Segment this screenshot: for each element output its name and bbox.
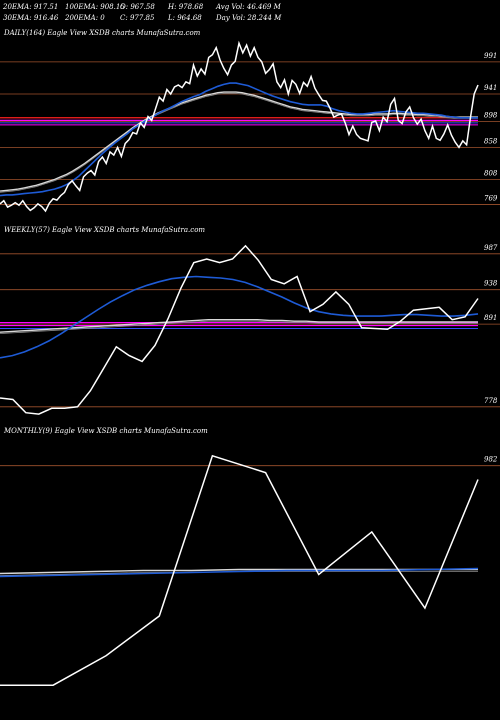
daily-ema-fast-line bbox=[0, 82, 478, 197]
monthly-panel-title: MONTHLY(9) Eagle View XSDB charts Munafa… bbox=[4, 427, 208, 435]
daily-level-label-1: 941 bbox=[484, 84, 497, 92]
header-high: H: 978.68 bbox=[168, 3, 204, 11]
header-close: C: 977.85 bbox=[120, 14, 155, 22]
header-ema100: 100EMA: 908.15 bbox=[65, 3, 125, 11]
monthly-price-line bbox=[0, 454, 479, 686]
weekly-panel-title: WEEKLY(57) Eagle View XSDB charts Munafa… bbox=[4, 226, 206, 234]
weekly-ema-fast-line bbox=[0, 275, 479, 359]
weekly-level-label-0: 987 bbox=[484, 244, 498, 252]
daily-level-label-0: 991 bbox=[484, 52, 497, 60]
weekly-level-label-1: 938 bbox=[484, 280, 498, 288]
header-day-vol: Day Vol: 28.244 M bbox=[216, 14, 282, 22]
weekly-level-label-3: 778 bbox=[484, 397, 498, 405]
daily-panel-title: DAILY(164) Eagle View XSDB charts Munafa… bbox=[4, 29, 201, 37]
monthly-level-label-0: 982 bbox=[484, 456, 498, 464]
header-ema20: 20EMA: 917.51 bbox=[3, 3, 59, 11]
daily-price-line bbox=[0, 40, 479, 213]
daily-level-label-3: 858 bbox=[484, 137, 498, 145]
daily-level-label-4: 808 bbox=[484, 170, 498, 178]
header-open: O: 967.58 bbox=[120, 3, 155, 11]
header-low: L: 964.68 bbox=[168, 14, 202, 22]
daily-level-label-2: 898 bbox=[484, 112, 498, 120]
weekly-price-line bbox=[0, 244, 479, 415]
header-ema200: 200EMA: 0 bbox=[65, 14, 105, 22]
daily-ema-slow-line bbox=[0, 91, 478, 192]
daily-level-label-5: 769 bbox=[484, 195, 498, 203]
header-ema30: 30EMA: 916.46 bbox=[3, 14, 59, 22]
daily-ema-slow-shadow-line bbox=[0, 93, 478, 193]
header-avg-vol: Avg Vol: 46.469 M bbox=[216, 3, 281, 11]
weekly-level-label-2: 891 bbox=[484, 314, 497, 322]
